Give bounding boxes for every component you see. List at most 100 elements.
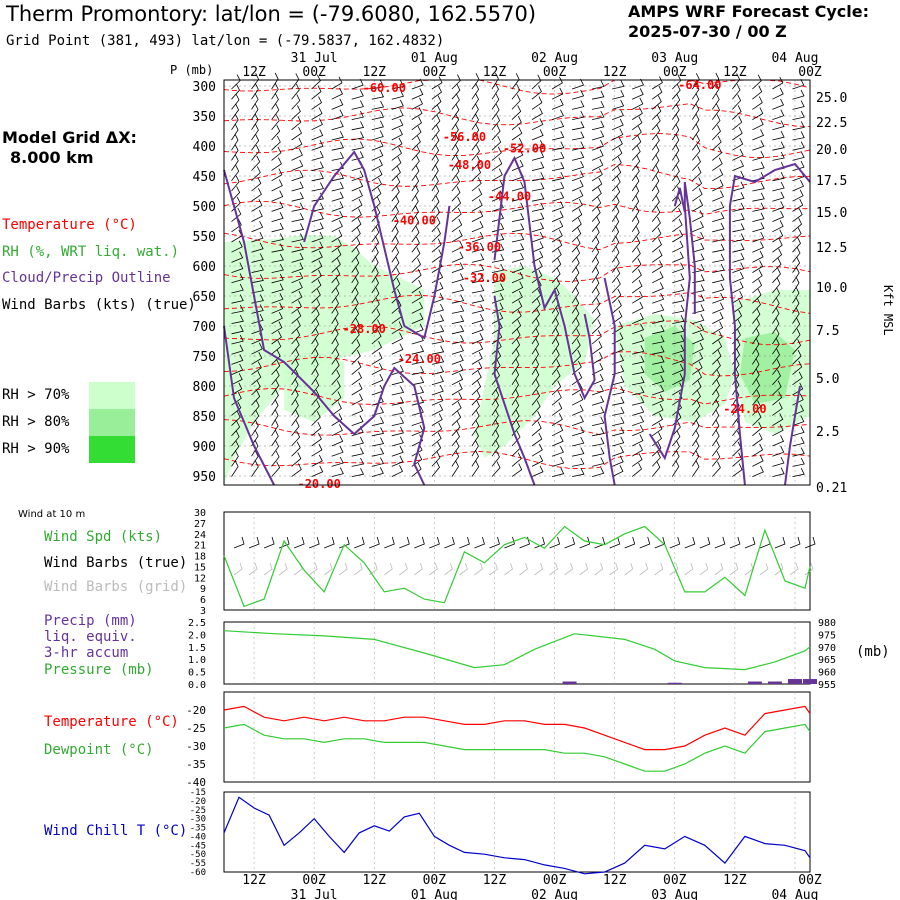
wind-barb — [792, 371, 803, 386]
wind-barb — [431, 335, 445, 345]
wind-chill-legend: Wind Chill T (°C) — [44, 823, 188, 839]
wind-barb — [651, 206, 661, 222]
legend-rh90-label: RH > 90% — [2, 441, 70, 457]
wind-barb — [471, 253, 485, 263]
wind-barb — [431, 164, 439, 182]
wind-barb — [712, 461, 721, 477]
wind-barb — [591, 341, 603, 355]
wind-barb — [391, 90, 404, 100]
wind-barb-true — [339, 536, 350, 549]
wind-barb — [651, 85, 663, 100]
wind-barb — [792, 180, 805, 192]
wind-barb-grid — [804, 562, 814, 576]
wind-barb — [732, 290, 744, 304]
wind-barb — [571, 317, 580, 335]
wind-barb — [651, 238, 663, 253]
wind-barb — [411, 279, 423, 294]
bottom-date-label: 04 Aug — [771, 888, 818, 900]
wind-barb — [471, 399, 480, 416]
wind-barb — [331, 348, 340, 365]
wind-barb — [611, 156, 622, 171]
wind-barb — [652, 394, 664, 406]
wind-barb — [732, 127, 743, 141]
wind-barb — [531, 358, 540, 375]
wind-barb — [351, 328, 360, 345]
wind-barb — [551, 369, 561, 386]
wind-barb — [571, 256, 580, 273]
precip-tick-label: 0.5 — [188, 668, 206, 679]
wind-barb — [371, 352, 383, 365]
wind-barb — [631, 443, 644, 457]
wind-barb — [631, 107, 643, 120]
wind-barb — [752, 231, 765, 243]
wind-barb-true — [248, 536, 260, 549]
wind-barb — [271, 103, 280, 120]
wind-barb — [711, 369, 721, 386]
windchill-tick-label: -30 — [190, 815, 206, 825]
wind-barb — [311, 338, 319, 355]
temperature-contour-label: -20.00 — [297, 477, 340, 491]
wind-barb-true — [729, 536, 741, 549]
legend-rh80-label: RH > 80% — [2, 414, 70, 430]
wind-barb — [431, 124, 440, 141]
wind-barb — [371, 236, 379, 253]
wind-barb — [551, 229, 563, 243]
wind-barb — [792, 198, 804, 212]
wind-barb — [451, 460, 459, 477]
wind-barb — [311, 202, 324, 212]
wind-barb — [632, 323, 645, 335]
precip-tick-label: 1.0 — [188, 655, 206, 666]
wind-barb — [451, 354, 464, 365]
wind-barb — [451, 401, 462, 416]
wind-barb — [331, 413, 343, 426]
wind-barb — [691, 113, 700, 131]
wind-barb — [371, 457, 384, 467]
wind-barb — [271, 283, 284, 294]
bottom-date-label: 01 Aug — [411, 888, 458, 900]
wind-barb — [691, 93, 700, 110]
wind-barb — [391, 109, 404, 120]
wind-barb — [612, 332, 624, 345]
wind-barb — [411, 345, 425, 355]
wind-barb — [692, 188, 703, 202]
wind-barb — [732, 181, 745, 192]
wind-barb — [752, 150, 765, 161]
height-tick-label: 22.5 — [816, 116, 847, 131]
wind-barb — [531, 269, 543, 284]
wind-barb — [351, 382, 363, 396]
temperature-contour-label: -24.00 — [398, 352, 441, 366]
wind-barb — [651, 195, 660, 212]
wind-barb — [652, 403, 664, 416]
precip-bar — [562, 681, 577, 684]
wind-barb — [431, 293, 444, 304]
wind-barb — [451, 315, 465, 324]
wind-barb — [592, 416, 605, 426]
wind-barb — [231, 392, 242, 406]
wind-barb — [271, 190, 284, 202]
wind-barb — [632, 366, 645, 375]
wind-barb — [311, 389, 320, 406]
wind-barb — [391, 426, 404, 437]
cloud-outline-5 — [603, 277, 616, 486]
wind-barb — [531, 212, 545, 222]
pressure-tick-label-right: 980 — [818, 618, 836, 629]
wind-barb — [591, 149, 604, 161]
wind-barb — [431, 303, 444, 314]
wind-barb — [752, 118, 764, 131]
wind-barb — [451, 304, 465, 314]
wind-barb — [311, 241, 324, 253]
wind-barb — [772, 201, 785, 212]
wind-barb — [692, 253, 705, 263]
wind-barb — [251, 103, 259, 120]
wind-barb — [291, 300, 302, 314]
wind-barb-grid — [263, 562, 273, 576]
wind-barb — [752, 337, 760, 355]
temp-panel-frame — [223, 691, 811, 783]
wind-barb — [491, 157, 503, 171]
wind-barb — [712, 253, 725, 263]
wind-barb — [592, 447, 605, 457]
wind-barb — [732, 281, 744, 294]
wind-barb — [451, 411, 462, 426]
wind-barbs-true-legend: Wind Barbs (true) — [44, 555, 188, 571]
wind-barb-true — [774, 536, 786, 549]
